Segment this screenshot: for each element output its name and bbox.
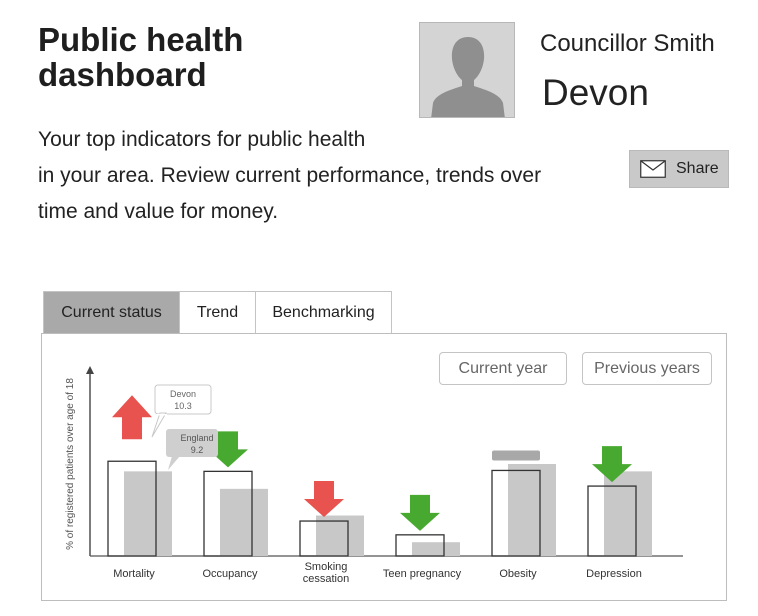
share-label: Share bbox=[676, 160, 719, 177]
current-year-button[interactable]: Current year bbox=[439, 352, 567, 385]
intro-line: Your top indicators for public health bbox=[38, 128, 366, 151]
tab-bar: Current status Trend Benchmarking bbox=[43, 291, 392, 334]
user-region: Devon bbox=[542, 72, 649, 113]
previous-years-button[interactable]: Previous years bbox=[582, 352, 712, 385]
share-button[interactable]: Share bbox=[629, 150, 729, 188]
mail-icon bbox=[640, 160, 666, 178]
tab-trend[interactable]: Trend bbox=[179, 291, 256, 334]
intro-line: time and value for money. bbox=[38, 200, 279, 223]
intro-line: in your area. Review current performance… bbox=[38, 164, 542, 187]
intro-text: Your top indicators for public health in… bbox=[38, 122, 638, 230]
tab-current-status[interactable]: Current status bbox=[43, 291, 180, 334]
user-name: Councillor Smith bbox=[540, 30, 715, 57]
page-title: Public health dashboard bbox=[38, 21, 244, 93]
tab-benchmarking[interactable]: Benchmarking bbox=[255, 291, 392, 334]
avatar bbox=[419, 22, 515, 118]
person-silhouette-icon bbox=[420, 23, 514, 117]
